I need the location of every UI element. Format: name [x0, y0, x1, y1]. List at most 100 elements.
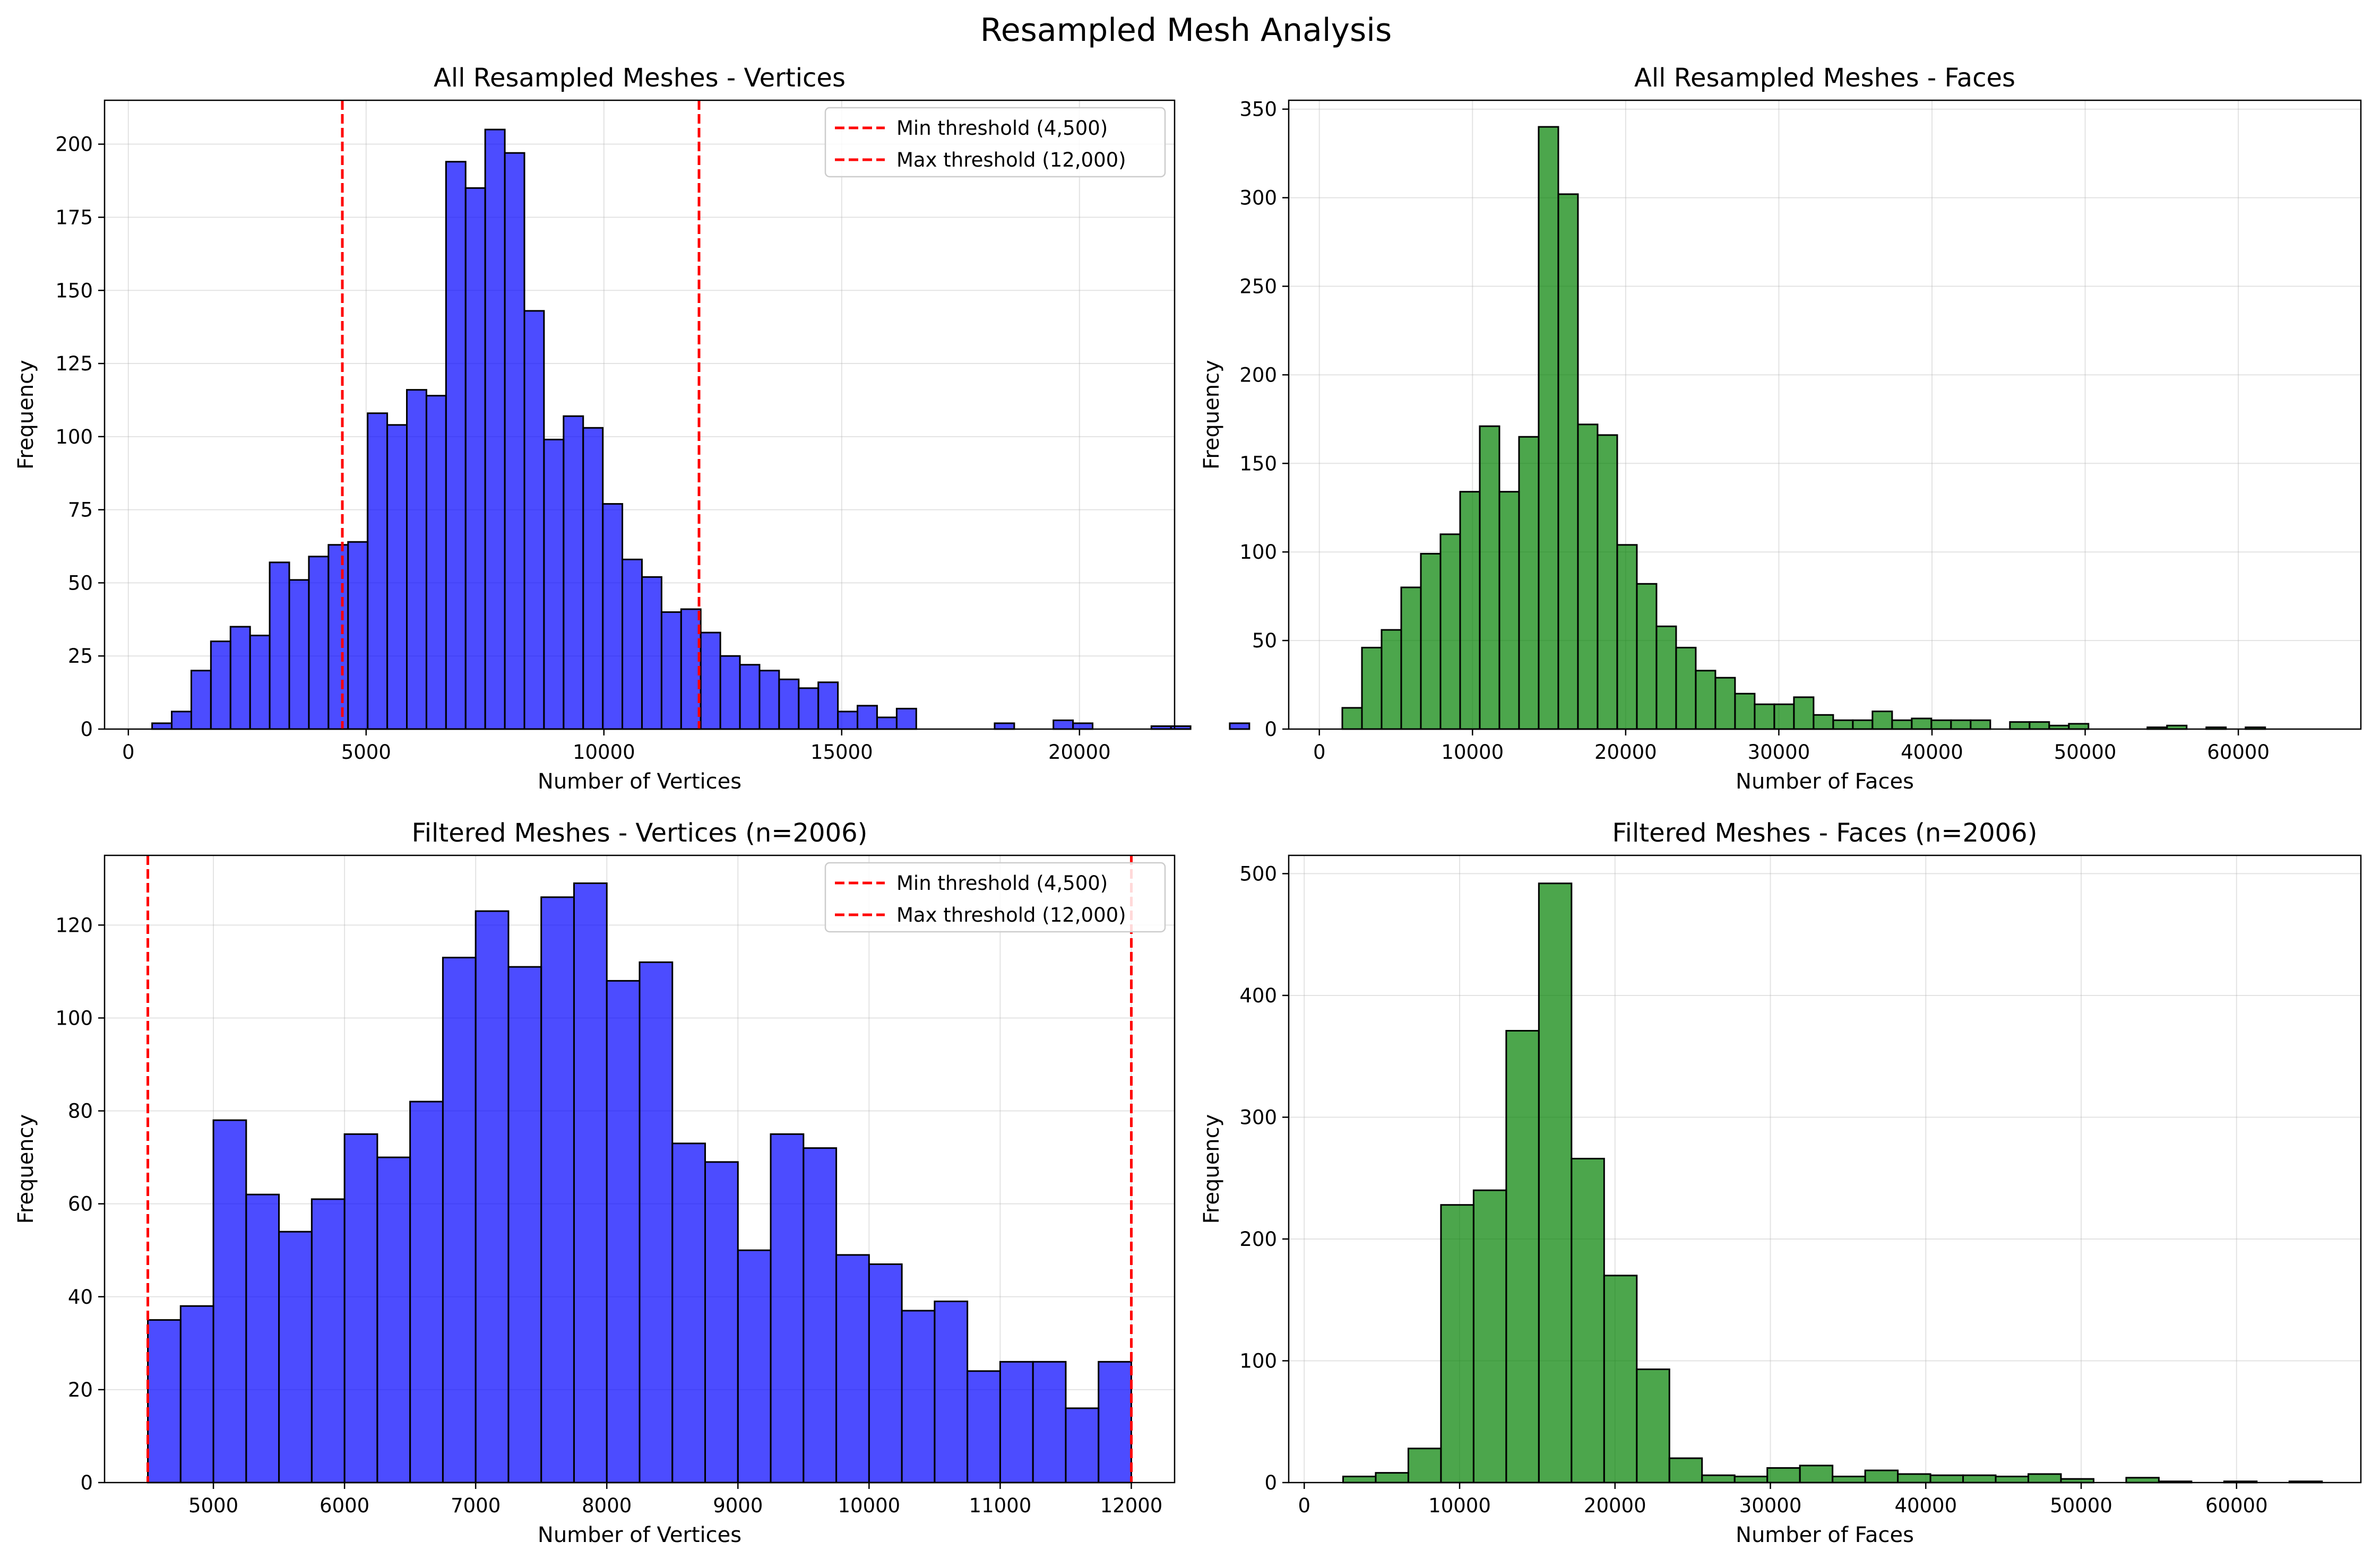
panel-title: Filtered Meshes - Faces (n=2006) [1612, 818, 2038, 848]
histogram-bar [1950, 719, 1972, 730]
histogram-bar [1766, 1467, 1801, 1484]
histogram-bar [1518, 436, 1540, 730]
histogram-bar [507, 966, 542, 1484]
histogram-bar [1538, 882, 1573, 1484]
histogram-bar [967, 1370, 1001, 1484]
y-tick-label: 150 [1239, 452, 1277, 475]
panel-title: Filtered Meshes - Vertices (n=2006) [412, 818, 868, 848]
plot-frame [103, 854, 1176, 1484]
x-tick-label: 9000 [713, 1494, 763, 1517]
histogram-bar [1714, 677, 1736, 730]
histogram-bar [660, 611, 682, 730]
histogram-bar [798, 687, 820, 730]
histogram-bar [2009, 721, 2031, 730]
x-tick-label: 20000 [1584, 1494, 1646, 1517]
y-tick-label: 100 [1239, 541, 1277, 564]
x-tick-label: 20000 [1594, 741, 1657, 764]
histogram-bar [737, 1249, 772, 1484]
histogram-bar [739, 664, 761, 730]
y-tick-label: 150 [55, 279, 93, 302]
x-axis-label: Number of Vertices [538, 1523, 741, 1547]
histogram-bar [1891, 719, 1913, 730]
histogram-bar [442, 957, 477, 1484]
y-tick-label: 0 [80, 718, 93, 741]
histogram-bar [606, 980, 641, 1484]
histogram-bar [1032, 1361, 1067, 1484]
histogram-bar [1557, 193, 1579, 730]
legend-box [824, 862, 1166, 933]
histogram-bar [1864, 1469, 1899, 1484]
legend-entry: Min threshold (4,500) [896, 872, 1108, 895]
y-tick-label: 100 [55, 1007, 93, 1029]
histogram-bar [934, 1301, 969, 1484]
histogram-bar [249, 635, 271, 730]
histogram-bar [1675, 646, 1697, 730]
y-tick-label: 50 [68, 571, 93, 594]
histogram-bar [475, 910, 510, 1484]
histogram-bar [563, 415, 584, 730]
histogram-bar [719, 655, 741, 730]
histogram-bar [1799, 1465, 1834, 1484]
histogram-bar [758, 670, 780, 730]
y-tick-label: 300 [1239, 1106, 1277, 1129]
histogram-bar [573, 882, 608, 1484]
x-tick-label: 11000 [969, 1494, 1032, 1517]
histogram-bar [622, 558, 643, 730]
histogram-bar [1229, 722, 1250, 730]
legend-entry: Min threshold (4,500) [896, 117, 1108, 140]
histogram-bar [1400, 586, 1422, 730]
histogram-bar [367, 412, 389, 730]
histogram-bar [269, 561, 290, 730]
histogram-bar [770, 1133, 805, 1484]
y-tick-label: 200 [55, 133, 93, 156]
histogram-bar [1407, 1448, 1442, 1484]
histogram-bar [310, 1198, 346, 1484]
x-tick-label: 7000 [451, 1494, 501, 1517]
histogram-bar [543, 438, 565, 730]
histogram-bar [1538, 126, 1559, 730]
histogram-bar [1668, 1457, 1703, 1484]
histogram-bar [1472, 1189, 1507, 1484]
histogram-bar [171, 711, 192, 730]
histogram-bar [1911, 717, 1933, 730]
histogram-bar [210, 640, 231, 730]
x-tick-label: 60000 [2207, 741, 2270, 764]
histogram-bar [1375, 1472, 1409, 1484]
histogram-bar [308, 556, 330, 730]
x-tick-label: 12000 [1100, 1494, 1163, 1517]
histogram-bar [1065, 1407, 1100, 1484]
histogram-bar [641, 576, 662, 730]
histogram-bar [778, 678, 800, 730]
chart-all-faces: 0 10000 20000 30000 40000 50000 60000 0 50 100 150… [1200, 63, 2362, 794]
histogram-bar [406, 389, 427, 730]
y-tick-label: 80 [68, 1100, 93, 1123]
histogram-bar [876, 716, 898, 730]
histogram-bar [1577, 423, 1599, 730]
x-tick-label: 60000 [2205, 1494, 2268, 1517]
histogram-bar [1479, 425, 1500, 730]
histogram-bar [1852, 719, 1874, 730]
panel-title: All Resampled Meshes - Vertices [434, 63, 846, 93]
y-tick-label: 250 [1239, 275, 1277, 298]
histogram-bar [1871, 711, 1893, 730]
histogram-bar [868, 1263, 903, 1484]
histogram-bar [582, 427, 604, 730]
histogram-bar [1072, 722, 1094, 730]
histogram-bar [245, 1193, 280, 1484]
histogram-bar [1813, 714, 1834, 730]
x-tick-label: 5000 [341, 741, 391, 764]
x-tick-label: 15000 [810, 741, 873, 764]
y-tick-label: 60 [68, 1193, 93, 1216]
histogram-bar [190, 670, 212, 730]
histogram-bar [1773, 703, 1795, 730]
histogram-bar [700, 631, 721, 730]
histogram-bar [1098, 1361, 1132, 1484]
chart-all-vertices: 0 5000 10000 15000 20000 0 25 50 75 100 125 150 175 2… [14, 63, 1250, 794]
histogram-bar [1734, 692, 1756, 730]
histogram-bar [704, 1161, 739, 1484]
x-tick-label: 50000 [2054, 741, 2117, 764]
x-axis-label: Number of Faces [1736, 769, 1914, 794]
histogram-bar [1597, 434, 1618, 730]
histogram-bar [1701, 1474, 1736, 1484]
plot-frame [1288, 854, 2362, 1484]
